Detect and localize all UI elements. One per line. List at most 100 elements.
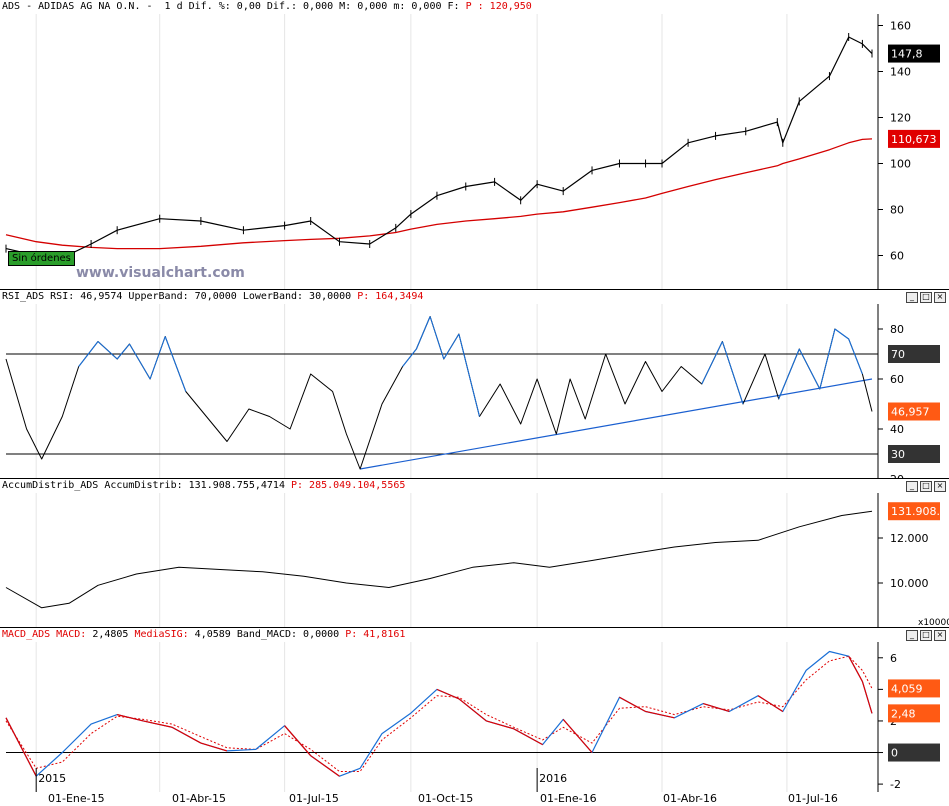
x-axis: 01-Ene-15 01-Abr-15 01-Jul-15 01-Oct-15 … xyxy=(0,792,949,806)
y-tick-label: 80 xyxy=(890,204,904,217)
rsi-window-buttons: _ □ × xyxy=(906,292,946,303)
x-month-label: 01-Jul-16 xyxy=(788,792,838,805)
macd-header-value: 2,4805 xyxy=(92,629,129,640)
x-month-label: 01-Jul-15 xyxy=(289,792,339,805)
maximize-icon[interactable]: □ xyxy=(920,630,932,641)
macd-header-p: P: 41,8161 xyxy=(345,629,406,640)
rsi-overbought-segment xyxy=(415,316,431,350)
y-tick-label: 10.000 xyxy=(890,577,929,590)
ad-pane[interactable]: 10.000 12.000 131.908.75 x10000 AccumDistri… xyxy=(0,479,949,628)
rsi-overbought-segment xyxy=(778,348,800,400)
ad-scale-note: x10000 xyxy=(918,618,949,628)
y-tick-label: 12.000 xyxy=(890,532,929,545)
y-tick-label: 120 xyxy=(890,112,911,125)
macd-bearish-segment xyxy=(117,714,144,722)
rsi-overbought-segment xyxy=(721,341,744,405)
x-month-label: 01-Ene-15 xyxy=(48,792,105,805)
macd-value-badge: 2,48 xyxy=(891,707,916,720)
macd-signal-badge-bg xyxy=(888,679,940,698)
x-month-label: 01-Oct-15 xyxy=(418,792,474,805)
macd-bearish-segment xyxy=(458,698,487,722)
macd-bearish-segment xyxy=(757,695,784,712)
ad-header-p: P: 285.049.104,5565 xyxy=(290,480,406,491)
macd-signal-line xyxy=(5,655,873,772)
close-icon[interactable]: × xyxy=(934,630,946,641)
macd-bearish-segment xyxy=(171,726,202,744)
rsi-overbought-segment xyxy=(848,338,863,375)
rsi-overbought-segment xyxy=(129,343,151,380)
ad-header-text: AccumDistrib_ADS AccumDistrib: 131.908.7… xyxy=(2,480,291,491)
ad-chart[interactable]: 10.000 12.000 131.908.75 x10000 xyxy=(0,479,949,628)
macd-bearish-segment xyxy=(562,718,593,753)
rsi-overbought-segment xyxy=(116,343,130,360)
rsi-trendline xyxy=(359,378,873,470)
rsi-value-badge: 46,957 xyxy=(891,406,930,419)
rsi-upper-badge-bg xyxy=(888,345,940,363)
rsi-lower-badge-bg xyxy=(888,445,940,463)
y-tick-label: 140 xyxy=(890,66,911,79)
macd-bearish-segment xyxy=(619,696,646,713)
rsi-pane[interactable]: 20 40 60 80 70 46,957 30 RSI_ADS RSI: 46,9574 … xyxy=(0,290,949,479)
rsi-overbought-segment xyxy=(701,341,723,385)
order-status-tag[interactable]: Sin órdenes xyxy=(8,251,75,266)
y-tick-label: 160 xyxy=(890,20,911,33)
minimize-icon[interactable]: _ xyxy=(906,630,918,641)
rsi-chart[interactable]: 20 40 60 80 70 46,957 30 xyxy=(0,290,949,479)
macd-bearish-segment xyxy=(143,720,173,728)
rsi-lower-badge: 30 xyxy=(891,448,905,461)
macd-header-sig-label: MediaSIG: xyxy=(128,629,195,640)
x-month-label: 01-Ene-16 xyxy=(540,792,597,805)
macd-zero-badge: 0 xyxy=(891,747,898,760)
macd-header-label: MACD_ADS MACD: xyxy=(2,629,93,640)
ad-value-badge-bg xyxy=(888,502,940,521)
maximize-icon[interactable]: □ xyxy=(920,481,932,492)
ma-badge: 110,673 xyxy=(891,133,937,146)
macd-bearish-segment xyxy=(861,681,873,714)
ad-window-buttons: _ □ × xyxy=(906,481,946,492)
x-year-label: 2015 xyxy=(38,772,66,785)
rsi-overbought-segment xyxy=(78,341,99,367)
maximize-icon[interactable]: □ xyxy=(920,292,932,303)
macd-bearish-segment xyxy=(486,720,514,730)
x-year-label: 2016 xyxy=(539,772,567,785)
rsi-header-p: P: 164,3494 xyxy=(357,291,424,302)
price-chart[interactable]: 60 80 100 120 140 160 147,8 110,673 xyxy=(0,0,949,290)
rsi-header: RSI_ADS RSI: 46,9574 UpperBand: 70,0000 … xyxy=(2,291,423,302)
x-month-label: 01-Abr-15 xyxy=(172,792,227,805)
minimize-icon[interactable]: _ xyxy=(906,481,918,492)
rsi-upper-badge: 70 xyxy=(891,348,905,361)
rsi-line xyxy=(5,316,873,470)
macd-header-band: Band_MACD: 0,0000 xyxy=(230,629,346,640)
price-pane[interactable]: 60 80 100 120 140 160 147,8 110,673 ADS - ADIDA… xyxy=(0,0,949,290)
y-tick-label: 60 xyxy=(890,250,904,263)
macd-bearish-segment xyxy=(645,710,675,719)
ad-line xyxy=(5,510,873,609)
y-tick-label: 80 xyxy=(890,323,904,336)
macd-bearish-segment xyxy=(310,755,340,777)
macd-signal-badge: 4,059 xyxy=(891,682,923,695)
rsi-value-badge-bg xyxy=(888,402,940,421)
last-price-badge: 147,8 xyxy=(891,48,923,61)
y-tick-label: 6 xyxy=(890,652,897,665)
rsi-overbought-segment xyxy=(97,341,118,360)
rsi-overbought-segment xyxy=(429,316,445,360)
y-tick-label: -2 xyxy=(890,778,901,791)
close-icon[interactable]: × xyxy=(934,481,946,492)
macd-bearish-segment xyxy=(436,688,460,700)
rsi-overbought-segment xyxy=(149,336,166,380)
close-icon[interactable]: × xyxy=(934,292,946,303)
price-header-text: ADS - ADIDAS AG NA O.N. - 1 d Dif. %: 0,… xyxy=(2,1,466,12)
macd-header: MACD_ADS MACD: 2,4805 MediaSIG: 4,0589 B… xyxy=(2,629,405,640)
rsi-header-text: RSI_ADS RSI: 46,9574 UpperBand: 70,0000 … xyxy=(2,291,358,302)
minimize-icon[interactable]: _ xyxy=(906,292,918,303)
macd-window-buttons: _ □ × xyxy=(906,630,946,641)
price-header-p: P : 120,950 xyxy=(465,1,532,12)
watermark: www.visualchart.com xyxy=(76,265,245,281)
x-month-label: 01-Abr-16 xyxy=(663,792,718,805)
price-line xyxy=(5,36,873,259)
rsi-overbought-segment xyxy=(834,328,849,340)
rsi-overbought-segment xyxy=(164,336,187,392)
macd-value-badge-bg xyxy=(888,704,940,723)
